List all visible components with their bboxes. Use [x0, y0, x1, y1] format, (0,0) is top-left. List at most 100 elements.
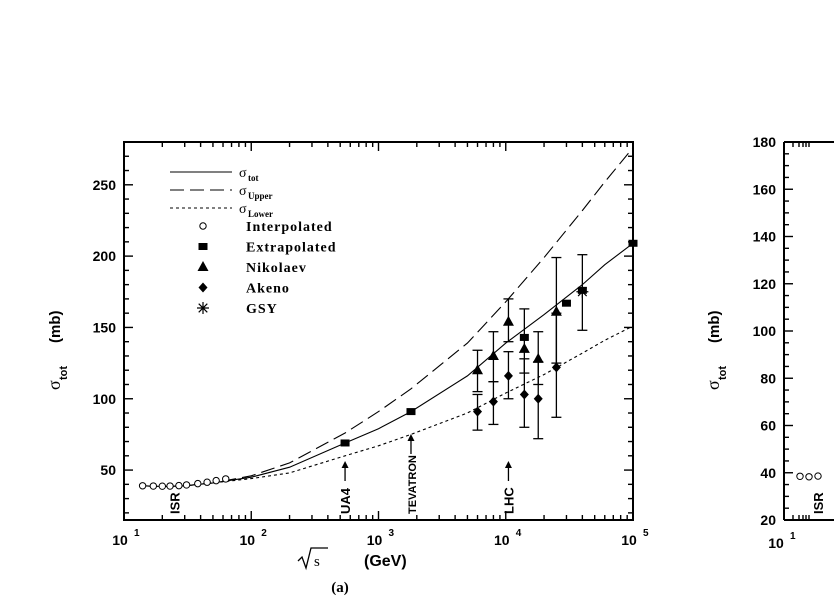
data-point-interpolated — [194, 479, 202, 488]
data-point-interpolated — [138, 482, 147, 490]
data-point-interpolated — [203, 478, 211, 486]
annotation-label: LHC — [501, 487, 516, 514]
x-axis-title: s (GeV) — [297, 547, 407, 571]
x-tick-label: 10 — [112, 532, 128, 548]
legend-marker — [198, 243, 208, 250]
data-point-interpolated — [166, 482, 174, 490]
legend-label: Interpolated — [246, 220, 333, 235]
data-point-akeno — [519, 389, 529, 400]
x-tick-label: 10 — [367, 532, 383, 548]
data-point-interpolated — [175, 481, 183, 490]
y-axis-subscript: tot — [717, 366, 729, 380]
y-axis-unit: (mb) — [47, 311, 64, 344]
figure-label: (a) — [331, 580, 349, 596]
legend-marker — [198, 282, 208, 293]
data-point-akeno — [503, 370, 513, 381]
y-tick-label: 150 — [93, 319, 117, 335]
curve-upper — [142, 147, 634, 488]
curve-total — [142, 242, 634, 488]
data-point-interpolated — [814, 472, 822, 480]
annotation-arrowhead — [504, 461, 512, 468]
y-tick-label: 120 — [753, 276, 777, 292]
legend-label: Nikolaev — [246, 261, 307, 276]
data-point-akeno — [473, 406, 483, 417]
legend-symbol: σ — [239, 202, 247, 217]
x-tick-label: 10 — [239, 532, 255, 548]
x-tick-exponent: 5 — [643, 528, 649, 539]
y-tick-label: 100 — [753, 323, 777, 339]
sqrt-sign — [297, 547, 328, 571]
annotation-label: TEVATRON — [407, 455, 419, 514]
y-tick-label: 80 — [760, 370, 776, 386]
curve-lower — [142, 325, 634, 488]
y-tick-label: 100 — [93, 391, 117, 407]
data-point-interpolated — [158, 482, 167, 490]
x-tick-exponent: 4 — [516, 528, 522, 539]
data-point-nikolaev — [502, 315, 514, 326]
x-axis-unit: (GeV) — [364, 553, 407, 570]
x-tick-exponent: 1 — [134, 528, 140, 539]
data-point-extrapolated — [561, 299, 571, 307]
y-axis-symbol: σ — [703, 380, 723, 390]
annotation-ua4: UA4 — [338, 487, 353, 514]
data-point-interpolated — [182, 481, 191, 489]
annotation-isr: ISR — [168, 492, 183, 514]
data-point-akeno — [533, 393, 543, 404]
legend-marker — [197, 261, 209, 271]
data-point-interpolated — [805, 473, 813, 481]
legend-label: GSY — [246, 302, 278, 317]
y-tick-label: 20 — [760, 512, 776, 528]
x-tick-label: 10 — [621, 532, 637, 548]
legend-subscript: Lower — [248, 209, 273, 219]
x-tick-exponent: 1 — [790, 531, 796, 542]
annotation-label: ISR — [811, 492, 826, 514]
x-tick-label: 10 — [768, 535, 784, 551]
data-point-interpolated — [149, 482, 158, 490]
annotation-arrowhead — [341, 461, 349, 468]
x-tick-label: 10 — [494, 532, 510, 548]
y-tick-label: 180 — [753, 134, 777, 150]
legend-symbol: σ — [239, 184, 247, 199]
y-axis-symbol: σ — [44, 380, 64, 390]
data-point-nikolaev — [518, 342, 530, 353]
legend-label: Akeno — [246, 282, 290, 297]
x-tick-exponent: 2 — [261, 528, 267, 539]
data-point-nikolaev — [487, 349, 499, 360]
data-point-extrapolated — [340, 439, 350, 447]
x-tick-exponent: 3 — [389, 528, 395, 539]
y-axis-subscript: tot — [58, 366, 70, 380]
legend-label: Extrapolated — [246, 241, 337, 256]
y-tick-label: 140 — [753, 229, 777, 245]
legend-marker — [199, 222, 207, 230]
y-axis-unit: (mb) — [706, 311, 723, 344]
legend-subscript: Upper — [248, 191, 273, 201]
data-point-akeno — [488, 396, 498, 407]
data-point-interpolated — [212, 476, 220, 485]
y-tick-label: 60 — [760, 418, 776, 434]
legend-subscript: tot — [248, 173, 259, 183]
legend-symbol: σ — [239, 166, 247, 181]
annotation-label: ISR — [168, 492, 183, 514]
data-point-extrapolated — [406, 408, 416, 416]
data-point-nikolaev — [472, 364, 484, 375]
y-tick-label: 250 — [93, 177, 117, 193]
data-point-extrapolated — [628, 239, 638, 247]
y-tick-label: 160 — [753, 181, 777, 197]
legend-marker — [197, 302, 209, 314]
annotation-isr: ISR — [811, 492, 826, 514]
data-point-gsy — [576, 285, 589, 298]
annotation-label: UA4 — [338, 487, 353, 514]
x-axis-variable: s — [314, 554, 320, 570]
data-point-interpolated — [796, 472, 804, 480]
data-point-akeno — [551, 362, 561, 373]
data-point-interpolated — [222, 475, 230, 483]
y-tick-label: 50 — [100, 462, 116, 478]
y-tick-label: 40 — [760, 465, 776, 481]
data-point-nikolaev — [532, 352, 544, 363]
